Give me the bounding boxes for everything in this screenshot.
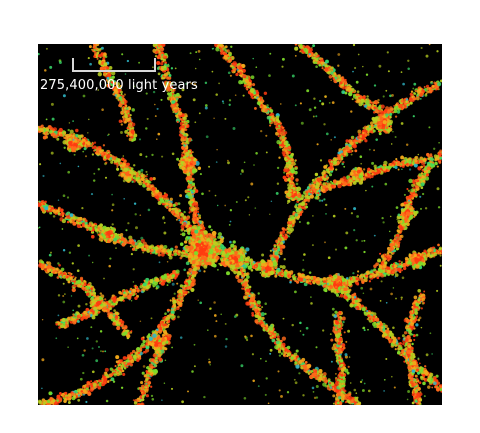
scale-bar-label: 275,400,000 light years — [40, 78, 198, 93]
scale-bar — [72, 58, 156, 72]
galaxy-distribution-image: 275,400,000 light years — [38, 44, 442, 405]
galaxy-point-cloud — [38, 44, 442, 405]
